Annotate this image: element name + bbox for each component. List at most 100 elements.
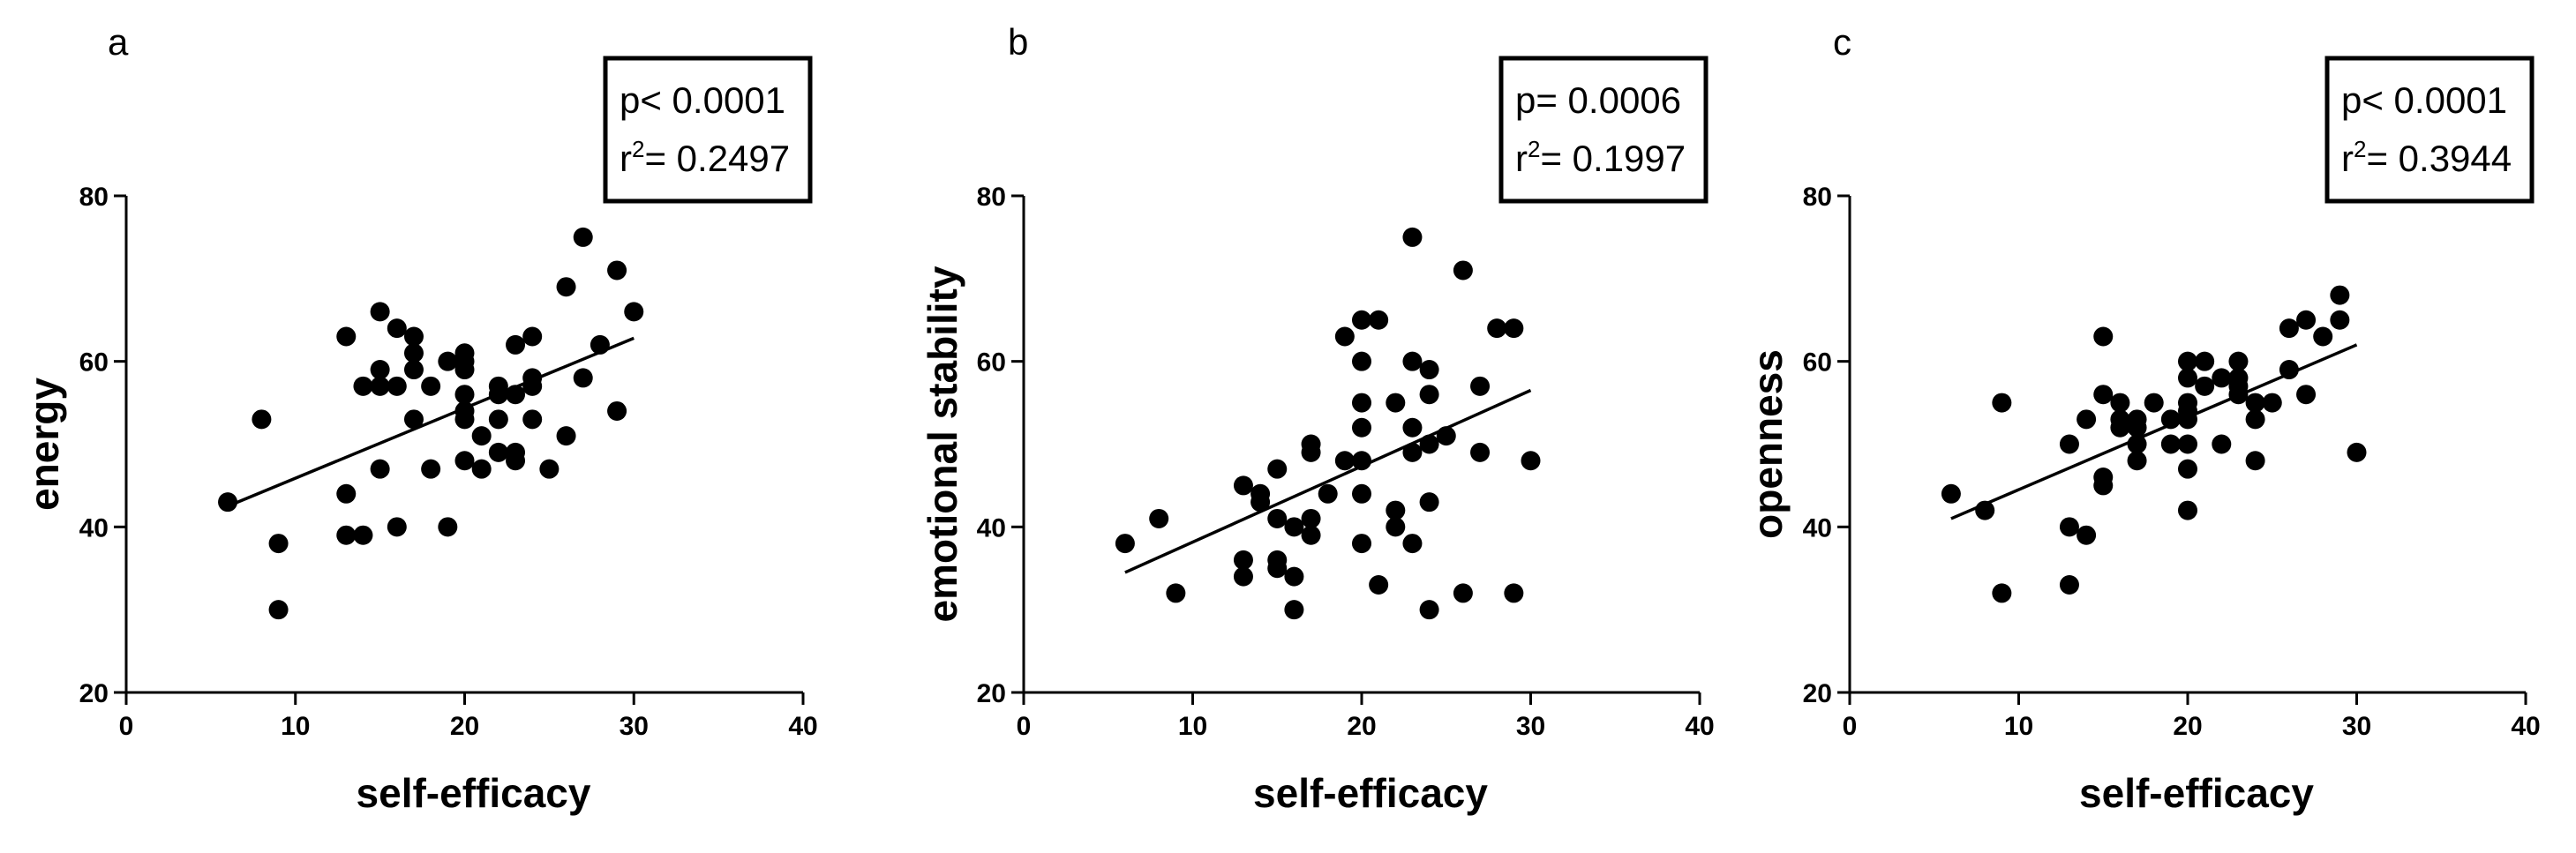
y-axis-label: energy [21,378,67,511]
data-point [1419,360,1439,380]
data-point [1352,417,1371,438]
data-point [1318,483,1338,504]
data-point [336,483,357,504]
data-point [1334,451,1355,471]
data-point [1233,475,1253,496]
data-point [1386,500,1406,520]
data-point [1284,566,1304,587]
data-point [454,360,475,380]
x-tick-label: 40 [1685,712,1714,741]
scatter-panel-a: 0 10 20 30 40 20 40 60 80 self-efficacy energy a p< … [21,21,818,816]
data-point [336,525,357,545]
x-tick-label: 40 [2511,712,2540,741]
data-point [2093,475,2114,496]
data-point [454,409,475,430]
data-point [2127,434,2147,454]
data-point [2059,575,2079,595]
stats-box-border [2324,56,2535,204]
data-point [1267,558,1288,579]
r-squared-prefix: r [2341,138,2354,179]
data-point [506,385,526,405]
y-tick-label: 60 [1803,348,1832,378]
data-point [1352,351,1371,371]
y-tick-label: 20 [1803,679,1832,708]
data-point [1941,483,1961,504]
data-point [1402,534,1423,554]
data-point [421,376,441,396]
data-point [556,277,576,297]
data-points [1941,285,2367,603]
data-point [1284,600,1304,620]
y-tick-label: 80 [977,183,1006,212]
y-tick-label: 40 [1803,513,1832,542]
data-point [2279,360,2299,380]
data-point [421,459,441,479]
panel-letter: b [1008,21,1028,63]
data-point [1267,459,1288,479]
panel-letter: a [108,21,129,63]
data-point [1233,566,1253,587]
data-point [2178,434,2197,454]
data-point [1487,318,1507,339]
r-squared-text: r2= 0.2497 [620,136,790,179]
data-point [353,376,373,396]
data-point [522,376,543,396]
stats-box: p< 0.0001 r2= 0.2497 [603,56,813,204]
x-tick-label: 0 [1017,712,1032,741]
data-point [556,426,576,446]
data-point [1419,600,1439,620]
data-point [336,326,357,347]
data-point [539,459,560,479]
data-point [522,326,543,347]
x-tick-label: 0 [119,712,134,741]
data-point [2195,351,2215,371]
data-point [590,334,610,355]
data-point [2093,326,2114,347]
data-point [2296,385,2317,405]
x-tick-label: 20 [2173,712,2202,741]
data-point [2228,385,2249,405]
stats-box-border [603,56,813,204]
x-tick-label: 10 [2004,712,2033,741]
data-point [403,360,424,380]
data-point [2110,393,2130,413]
data-point [370,376,390,396]
x-tick-label: 30 [1516,712,1545,741]
data-point [1386,393,1406,413]
y-axis-label: emotional stability [920,266,965,622]
x-tick-label: 20 [1347,712,1376,741]
data-point [2059,517,2079,537]
data-point [607,260,627,281]
data-point [573,227,593,247]
data-point [2059,434,2079,454]
y-tick-label: 40 [977,513,1006,542]
p-value-text: p< 0.0001 [620,79,785,121]
data-point [522,409,543,430]
data-point [2160,434,2181,454]
data-point [370,302,390,322]
data-point [1115,534,1135,554]
stats-box: p< 0.0001 r2= 0.3944 [2324,56,2535,204]
data-point [1419,385,1439,405]
data-point [2077,409,2097,430]
data-point [2212,434,2232,454]
data-point [1386,517,1406,537]
data-point [2160,409,2181,430]
data-point [1453,260,1473,281]
data-point [2077,525,2097,545]
r-squared-text: r2= 0.3944 [2341,136,2512,179]
data-point [2178,459,2197,479]
r-squared-value: = 0.3944 [2366,138,2512,179]
data-point [1402,351,1423,371]
x-axis-label: self-efficacy [2079,770,2314,816]
data-point [454,451,475,471]
data-point [2313,326,2333,347]
data-point [353,525,373,545]
data-point [1352,534,1371,554]
data-point [1470,376,1491,396]
data-point [2296,310,2317,330]
y-tick-label: 60 [79,348,109,378]
data-point [2228,351,2249,371]
y-tick-label: 60 [977,348,1006,378]
